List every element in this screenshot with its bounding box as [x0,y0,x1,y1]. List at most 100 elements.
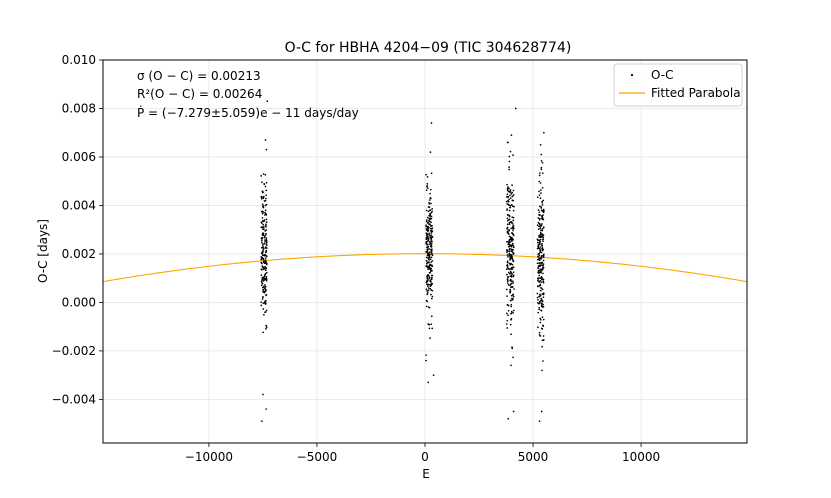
oc-point [542,272,544,275]
oc-point [506,223,509,226]
oc-point [511,297,513,300]
oc-point [508,168,510,171]
y-tick-label: 0.008 [62,101,96,115]
legend-label-parabola: Fitted Parabola [651,86,741,100]
oc-point [541,228,544,230]
oc-point [506,280,509,283]
oc-point [431,207,434,210]
oc-point [506,282,509,284]
oc-point [429,337,431,339]
oc-point [508,214,511,217]
oc-point [429,188,432,191]
oc-point [261,278,264,281]
oc-point [426,266,429,269]
oc-point [264,302,267,304]
oc-point [542,209,545,212]
oc-point [510,238,513,241]
oc-point [262,308,265,310]
oc-point [539,321,542,324]
oc-point [540,305,543,308]
oc-point [260,280,263,282]
oc-point [263,243,265,245]
oc-point [265,263,268,266]
oc-point [538,172,541,174]
oc-point [506,319,509,322]
oc-point [506,266,509,269]
oc-point [510,134,513,136]
oc-point [508,187,510,190]
oc-point [513,309,515,312]
oc-point [431,265,434,268]
oc-point [506,183,508,186]
oc-point [265,279,268,282]
oc-point [536,241,539,244]
oc-point [506,217,509,220]
oc-point [425,256,428,259]
oc-point [425,241,428,244]
y-ticks: −0.004 −0.002 0.000 0.002 0.004 0.006 0.008 0.0… [52,53,103,406]
oc-point [262,261,265,263]
oc-point [265,221,268,223]
oc-point [537,239,539,242]
oc-point [507,141,509,144]
oc-point [507,271,510,274]
oc-point [425,243,428,245]
oc-point [509,150,512,153]
oc-point [537,221,540,224]
oc-point [512,228,514,230]
oc-point [510,312,512,315]
oc-point [509,194,511,197]
oc-point [430,224,433,227]
oc-point [507,233,510,235]
oc-point [426,289,428,292]
y-axis-label: O-C [days] [36,219,50,283]
oc-point [506,209,508,211]
oc-point [512,246,515,248]
x-tick-label: 5000 [518,450,549,464]
oc-point [506,227,508,230]
oc-point [508,221,511,224]
oc-point [541,249,544,252]
oc-point [538,274,541,277]
oc-point [261,226,263,228]
oc-point [426,233,429,235]
oc-point [262,232,265,235]
oc-point [429,287,432,290]
oc-point [537,285,539,287]
oc-point [543,131,545,134]
oc-point [511,242,514,245]
oc-point [261,254,264,257]
oc-point [265,197,267,200]
oc-point [429,279,432,281]
oc-point [508,218,510,221]
oc-point [539,232,542,235]
oc-point [431,327,434,330]
oc-point [431,269,433,272]
oc-point [260,258,263,260]
oc-point [509,284,511,287]
oc-point [427,206,430,208]
oc-point [265,327,267,330]
oc-point [265,408,268,410]
oc-point [430,234,432,236]
legend-box [613,63,743,107]
oc-point [542,339,545,341]
oc-point [537,267,540,269]
oc-point [539,265,541,268]
oc-point [542,210,545,213]
oc-point [507,186,509,188]
oc-point [509,323,512,326]
oc-point [263,278,266,281]
oc-point [263,301,266,304]
oc-point [542,240,544,242]
oc-point [430,289,433,291]
oc-point [265,232,267,235]
oc-point [427,225,429,228]
oc-point [510,286,513,288]
oc-point [427,238,430,241]
oc-point [262,197,265,200]
oc-point [510,237,512,239]
oc-point [262,211,265,213]
oc-point [264,288,267,291]
chart-title: O-C for HBHA 4204−09 (TIC 304628774) [285,40,572,56]
